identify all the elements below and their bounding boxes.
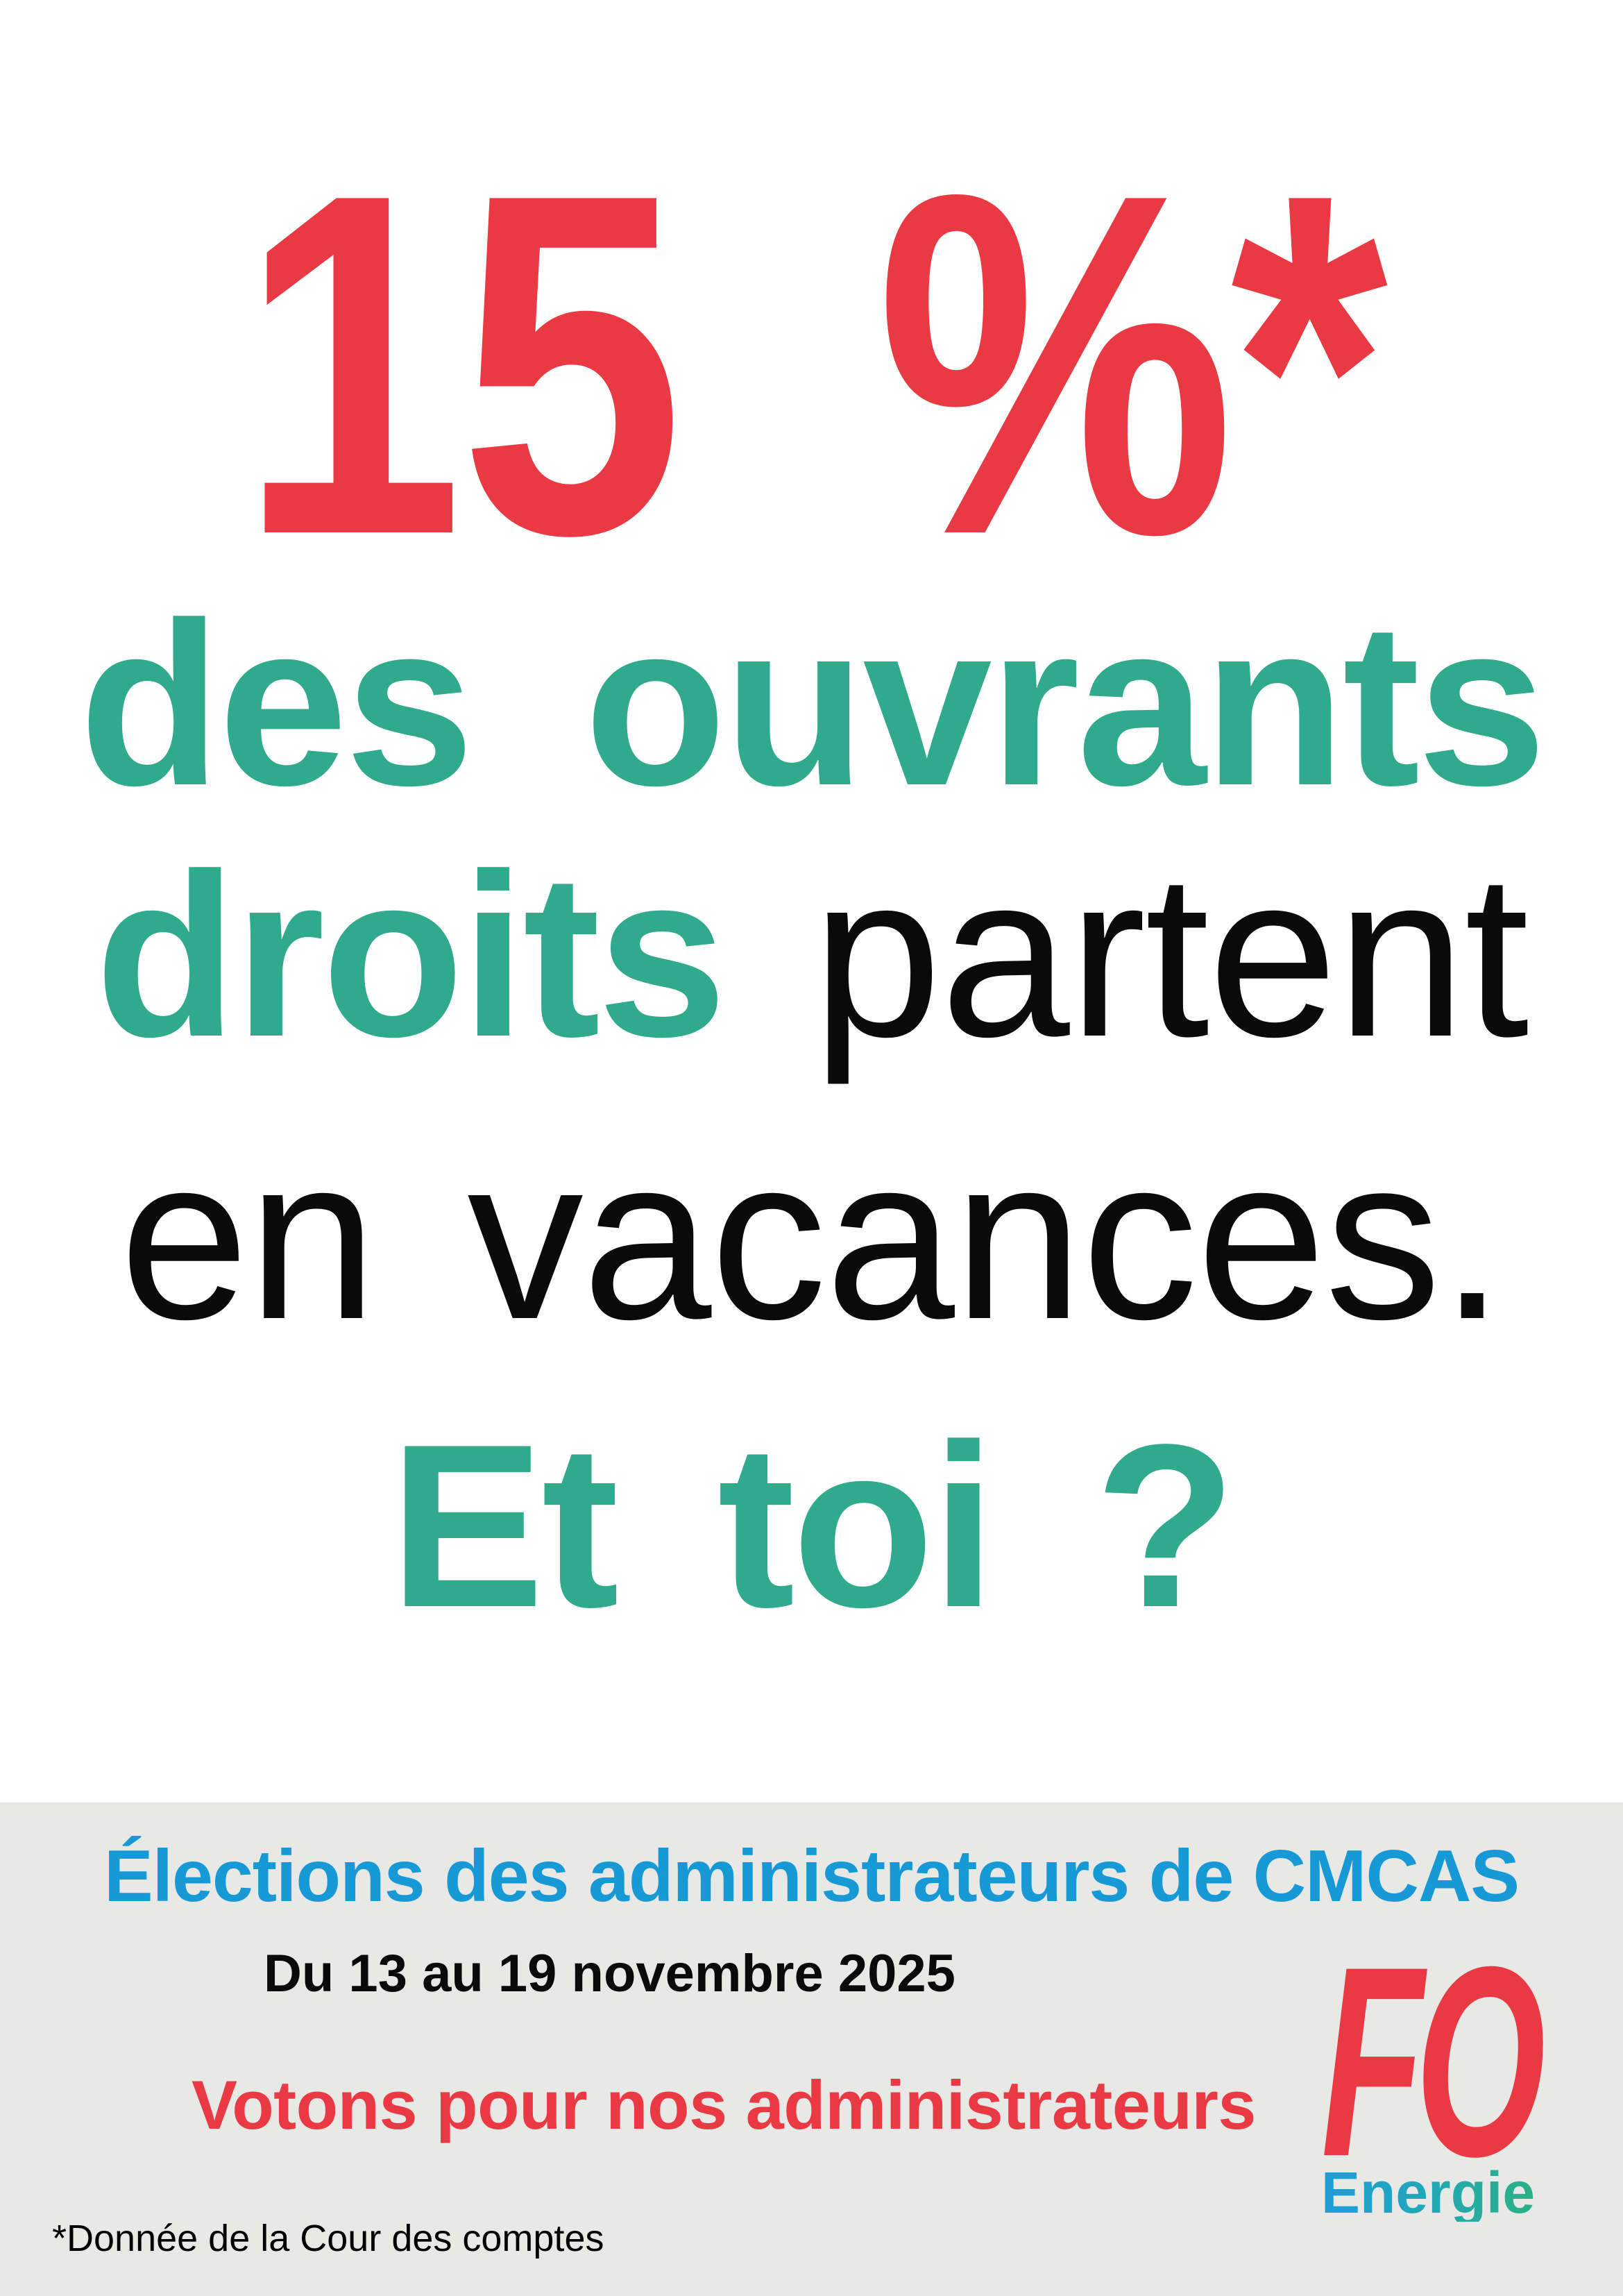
body-line-et-toi: Et toi ? bbox=[389, 1396, 1237, 1655]
fo-logo-energie-label: Energie bbox=[1321, 2160, 1536, 2225]
body-word-droits: droits bbox=[95, 825, 726, 1085]
fo-logo: FO bbox=[1321, 1910, 1546, 2213]
headline-stat: 15 %* bbox=[0, 121, 1623, 607]
footnote: *Donnée de la Cour des comptes bbox=[52, 2218, 604, 2259]
body-word-partent: partent bbox=[812, 825, 1529, 1085]
footer-title: Élections des administrateurs de CMCAS bbox=[103, 1835, 1520, 1917]
body-line-des-ouvrants: des ouvrants bbox=[79, 574, 1547, 834]
footer-cta: Votons pour nos administrateurs bbox=[192, 2066, 1256, 2143]
footer-band bbox=[0, 1803, 1623, 2296]
footer-dates: Du 13 au 19 novembre 2025 bbox=[264, 1944, 955, 2003]
headline-stat-text: 15 %* bbox=[239, 93, 1388, 636]
body-line-droits-partent: droits partent bbox=[0, 839, 1623, 1072]
body-line-en-vacances: en vacances. bbox=[119, 1108, 1504, 1367]
